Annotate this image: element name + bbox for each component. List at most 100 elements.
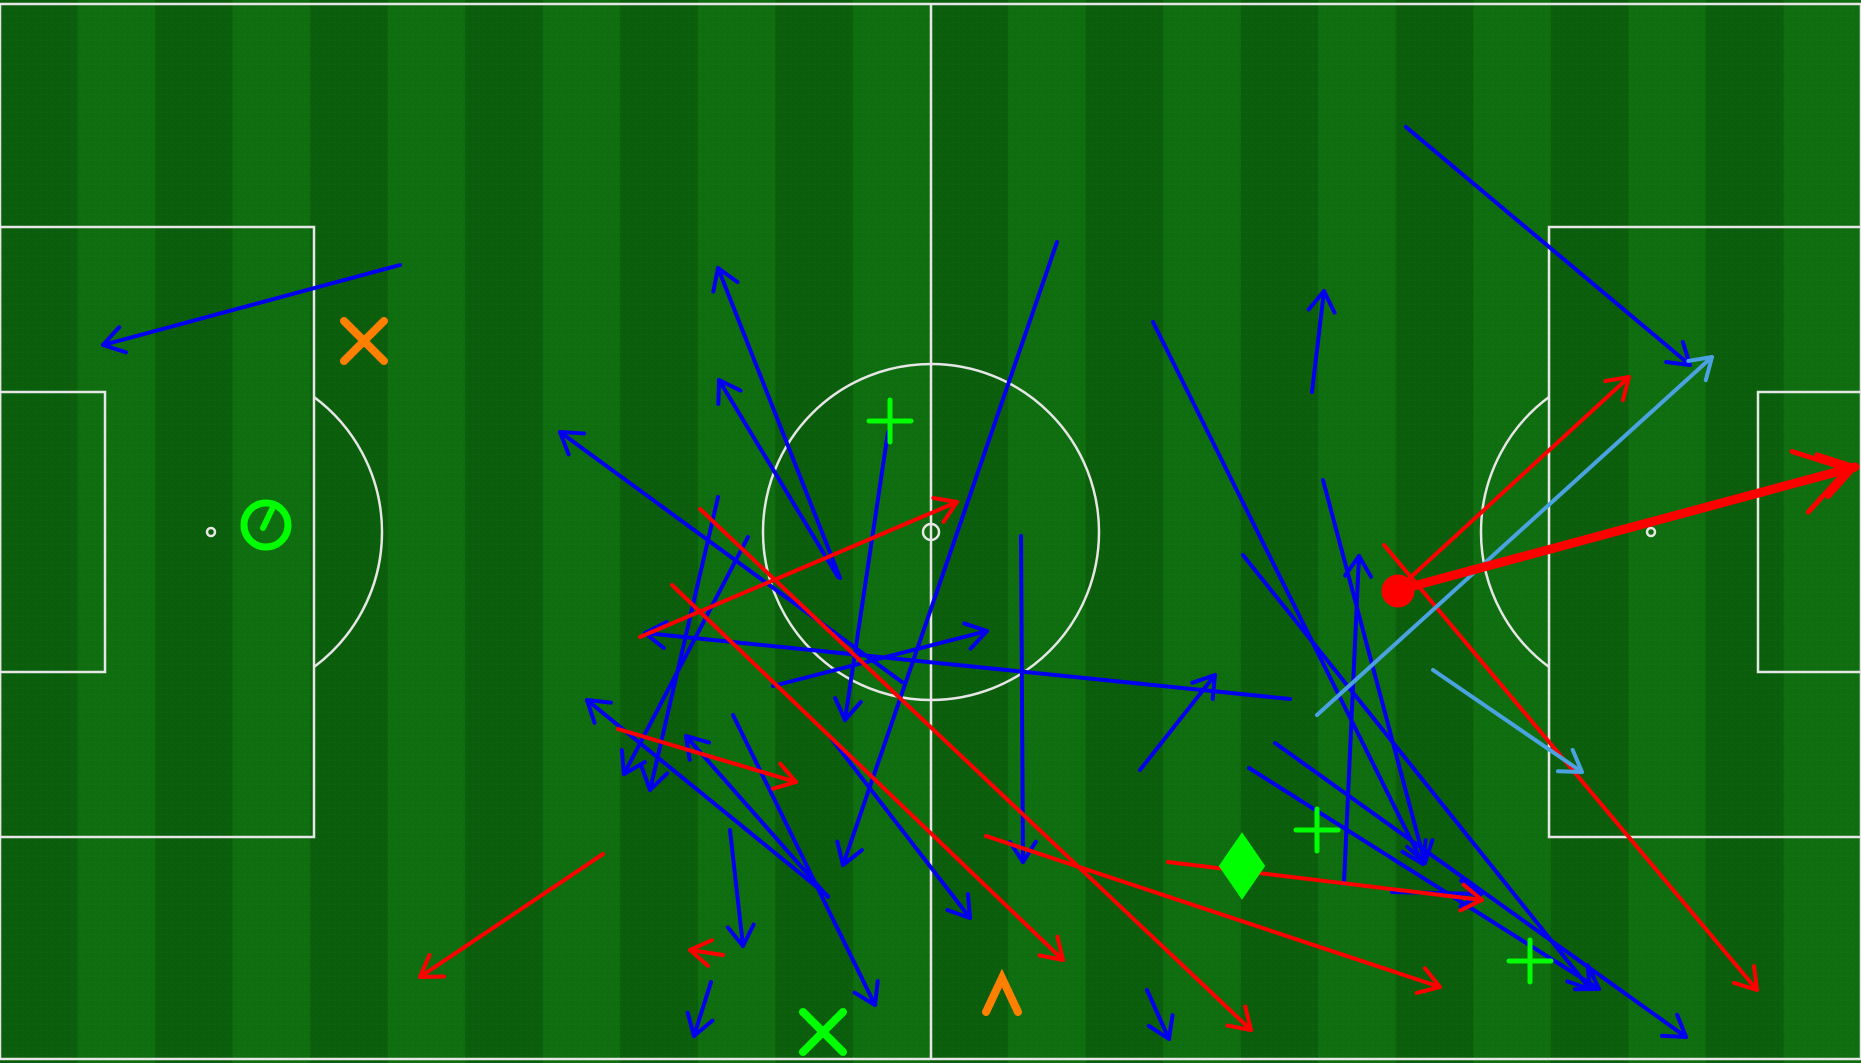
arrow-head — [1458, 878, 1483, 909]
arrow-shaft — [1019, 534, 1025, 864]
arrow-shaft — [841, 240, 1059, 867]
arrow-shaft — [643, 631, 1292, 701]
arrow-head — [770, 761, 798, 791]
pass-arrow-successful — [1007, 534, 1038, 864]
arrow-shaft — [1321, 478, 1427, 865]
pass-arrow-successful — [685, 980, 715, 1038]
arrow-shaft — [692, 980, 713, 1038]
pass-arrow-successful — [1247, 766, 1601, 992]
pass-arrow-successful — [1145, 988, 1175, 1041]
arrow-head — [619, 748, 647, 776]
arrow-shaft — [622, 535, 750, 776]
plus-icon — [1293, 806, 1341, 854]
pass-arrow-unsuccessful — [418, 852, 605, 979]
left-six-yard-box — [0, 390, 107, 674]
pass-arrow-other — [1431, 668, 1584, 774]
pass-arrow-unsuccessful — [1166, 860, 1484, 913]
arrow-head — [716, 378, 743, 406]
arrow-head — [1037, 934, 1065, 962]
arrow-shaft — [1138, 673, 1217, 772]
arrow-head — [1225, 1004, 1253, 1032]
arrow-shaft — [1166, 860, 1484, 902]
arrow-shaft — [638, 500, 959, 639]
arrow-shaft — [984, 834, 1442, 989]
arrow-head — [833, 696, 863, 722]
arrow-shaft — [1247, 766, 1601, 991]
pass-arrow-unsuccessful — [670, 583, 1065, 962]
arrow-shaft — [1404, 125, 1692, 367]
arrow-head — [711, 266, 740, 294]
pass-arrow-successful — [619, 535, 750, 776]
arrow-shaft — [731, 713, 877, 1007]
pass-arrow-successful — [835, 240, 1059, 867]
arrow-shaft — [1390, 462, 1860, 596]
arrow-head — [1732, 964, 1759, 992]
dot-icon — [1381, 574, 1415, 608]
arrow-head — [1686, 355, 1714, 383]
pass-arrow-successful — [558, 430, 904, 684]
arrow-head — [585, 698, 613, 725]
pass-arrow-successful — [1273, 741, 1688, 1039]
pass-arrow-other — [1315, 355, 1714, 717]
arrow-shaft — [1241, 553, 1592, 991]
arrow-shaft — [1382, 543, 1759, 992]
arrow-shaft — [616, 727, 798, 784]
plus-icon — [1506, 937, 1554, 985]
pass-arrow-successful — [1138, 673, 1217, 772]
arrow-head — [1414, 966, 1442, 995]
arrow-shaft — [1310, 289, 1326, 394]
centre-circle — [761, 362, 1101, 702]
arrow-shaft — [670, 583, 1065, 962]
right-penalty-arc — [1479, 395, 1550, 669]
pass-arrow-unsuccessful — [616, 727, 798, 791]
arrow-shaft — [1398, 375, 1631, 589]
arrow-head — [688, 938, 714, 968]
arrow-shaft — [1151, 320, 1425, 866]
left-penalty-arc — [313, 395, 384, 669]
pass-arrow-successful — [101, 263, 402, 355]
pass-arrow-successful — [829, 736, 972, 920]
arrow-shaft — [829, 736, 972, 920]
pass-arrow-successful — [1404, 125, 1692, 367]
arrow-head — [101, 325, 128, 355]
arrow-shaft — [728, 828, 745, 948]
arrow-head — [1190, 673, 1217, 701]
arrow-shaft — [698, 507, 1253, 1032]
pass-arrow-successful — [716, 378, 840, 579]
arrow-shaft — [717, 378, 840, 579]
arrow-shaft — [558, 430, 904, 684]
arrow-head — [1007, 839, 1038, 864]
arrow-head — [852, 979, 880, 1007]
arrow-head — [835, 839, 864, 867]
pass-arrow-unsuccessful — [638, 495, 959, 639]
arrow-head — [1573, 965, 1601, 992]
arrow-head — [1789, 449, 1850, 515]
right-penalty-area — [1547, 225, 1861, 839]
pass-arrow-unsuccessful — [688, 938, 725, 968]
pass-arrows — [101, 125, 1860, 1041]
arrow-shaft — [1315, 355, 1714, 717]
arrow-head — [418, 952, 446, 979]
pass-arrow-unsuccessful — [1398, 375, 1631, 589]
arrow-shaft — [716, 266, 842, 580]
pass-arrow-unsuccessful — [698, 507, 1253, 1032]
arrow-head — [558, 430, 586, 457]
arrow-head — [1306, 289, 1337, 315]
arrow-head — [1556, 747, 1584, 774]
arrow-head — [931, 495, 959, 524]
event-markers — [240, 317, 1554, 1056]
cross-icon — [799, 1008, 847, 1056]
arrow-head — [1343, 554, 1374, 579]
pass-arrow-successful — [725, 828, 756, 948]
arrow-shaft — [843, 430, 890, 722]
arrow-head — [1664, 340, 1692, 367]
diamond-icon — [1218, 832, 1266, 900]
arrow-shaft — [1145, 988, 1171, 1041]
arrow-head — [962, 621, 989, 651]
right-six-yard-box — [1756, 390, 1861, 674]
pass-arrow-unsuccessful — [1382, 543, 1759, 992]
arrow-head — [1146, 1013, 1175, 1041]
plus-icon — [866, 397, 914, 445]
shot-arrow — [1390, 449, 1860, 596]
